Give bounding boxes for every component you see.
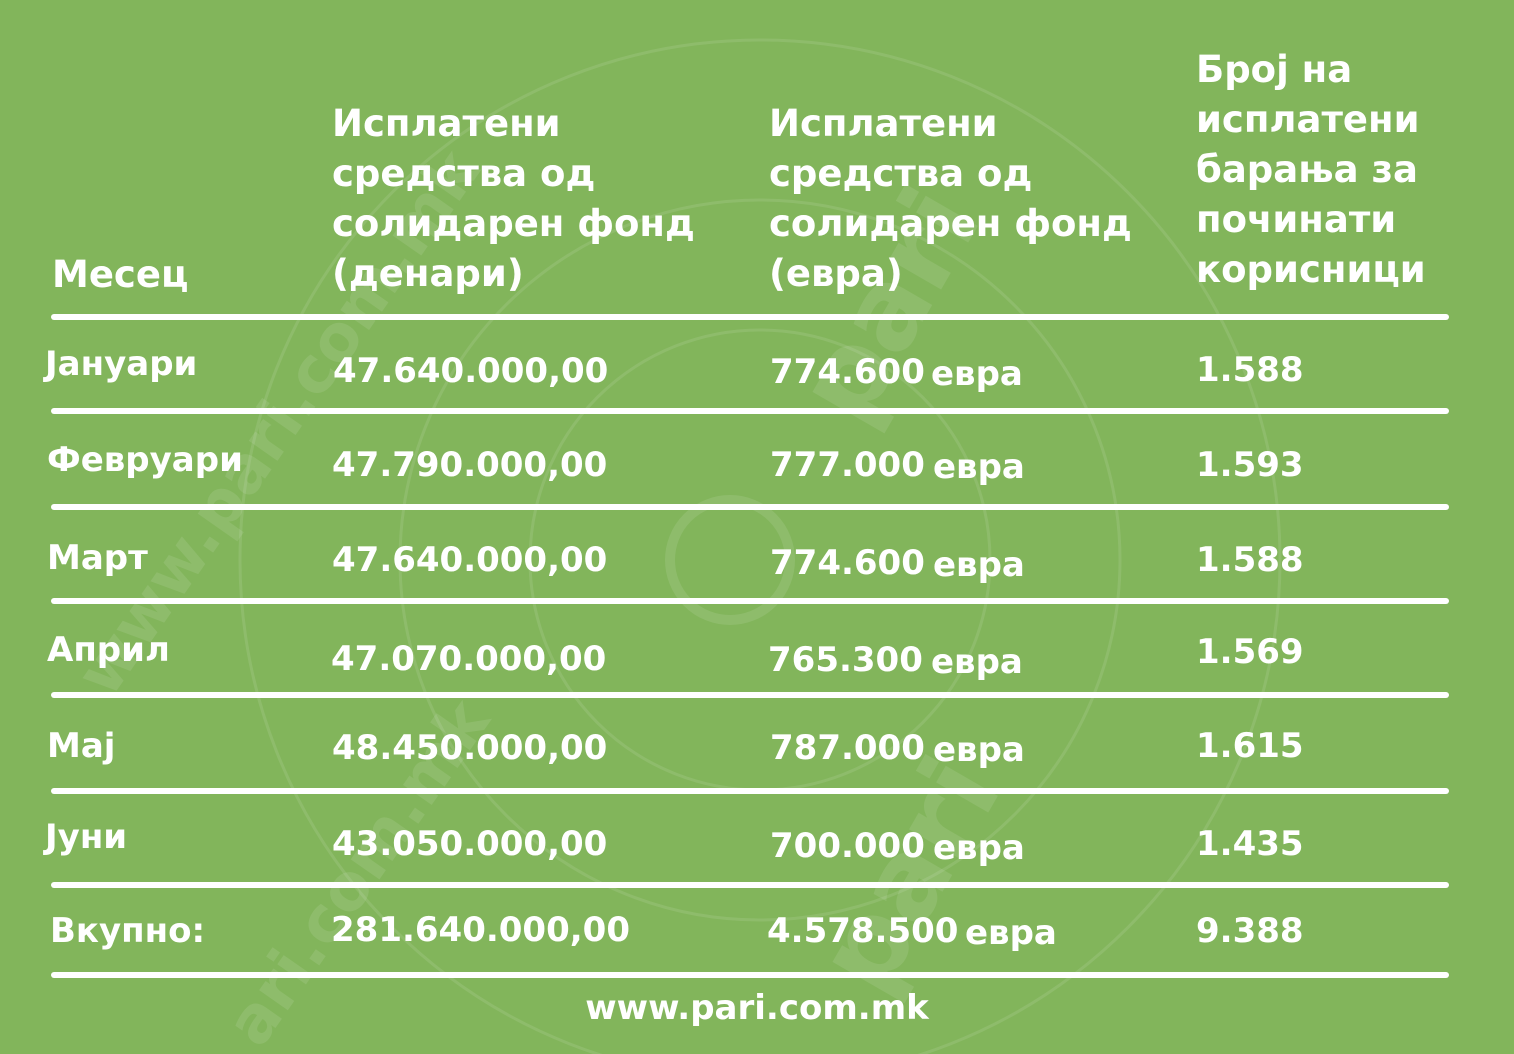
cell-denars: 43.050.000,00 xyxy=(332,824,608,864)
divider xyxy=(51,972,1449,978)
header-paid-denars: Исплатени средства од солидарен фонд (де… xyxy=(332,102,695,295)
cell-denars: 48.450.000,00 xyxy=(332,728,608,768)
cell-euros: 774.600 xyxy=(770,543,925,583)
cell-euro-unit: евра xyxy=(933,828,1025,868)
divider xyxy=(51,314,1449,320)
cell-euro-unit: евра xyxy=(931,642,1023,682)
cell-count: 1.615 xyxy=(1196,726,1304,766)
cell-euros: 700.000 xyxy=(770,826,925,866)
cell-month: Јануари xyxy=(45,344,198,384)
divider xyxy=(51,598,1449,604)
cell-euros: 777.000 xyxy=(770,445,925,485)
divider xyxy=(51,408,1449,414)
cell-euros: 787.000 xyxy=(770,728,925,768)
divider xyxy=(51,882,1449,888)
cell-count: 1.569 xyxy=(1196,632,1304,672)
cell-count: 1.588 xyxy=(1196,540,1304,580)
header-paid-euros: Исплатени средства од солидарен фонд (ев… xyxy=(769,102,1132,295)
cell-total-euro-unit: евра xyxy=(965,913,1057,953)
header-requests-count: Број на исплатени барања за починати кор… xyxy=(1196,48,1426,291)
header-month: Месец xyxy=(52,253,189,296)
cell-count: 1.593 xyxy=(1196,445,1304,485)
cell-denars: 47.640.000,00 xyxy=(332,540,608,580)
cell-denars: 47.790.000,00 xyxy=(332,445,608,485)
divider xyxy=(51,788,1449,794)
cell-month: Мај xyxy=(47,726,116,766)
cell-month: Април xyxy=(47,630,170,670)
cell-euro-unit: евра xyxy=(933,545,1025,585)
cell-euros: 774.600 xyxy=(770,352,925,392)
cell-denars: 47.070.000,00 xyxy=(331,639,607,679)
cell-euros: 765.300 xyxy=(768,640,923,680)
cell-total-denars: 281.640.000,00 xyxy=(331,910,630,950)
divider xyxy=(51,504,1449,510)
footer-url: www.pari.com.mk xyxy=(585,988,929,1028)
cell-count: 1.588 xyxy=(1196,350,1304,390)
cell-denars: 47.640.000,00 xyxy=(333,351,609,391)
cell-total-label: Вкупно: xyxy=(50,911,206,951)
cell-count: 1.435 xyxy=(1196,824,1304,864)
cell-month: Март xyxy=(47,538,148,578)
cell-euro-unit: евра xyxy=(933,447,1025,487)
cell-total-count: 9.388 xyxy=(1196,911,1304,951)
cell-month: Февруари xyxy=(47,440,243,480)
cell-euro-unit: евра xyxy=(933,730,1025,770)
divider xyxy=(51,692,1449,698)
cell-month: Јуни xyxy=(45,817,128,857)
cell-euro-unit: евра xyxy=(931,354,1023,394)
cell-total-euros: 4.578.500 xyxy=(767,911,959,951)
